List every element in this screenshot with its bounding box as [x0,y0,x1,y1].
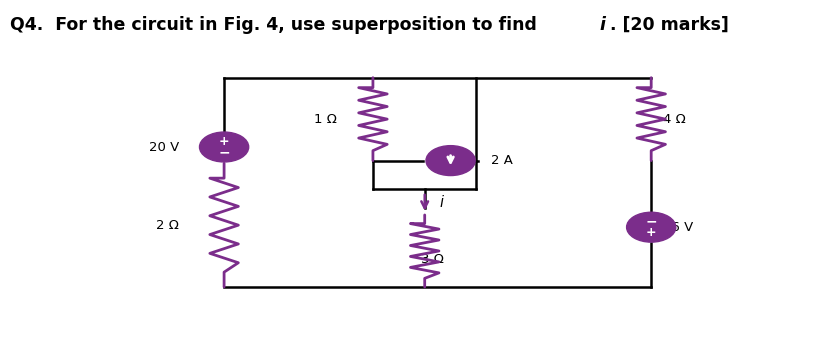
Text: −: − [218,146,230,160]
Text: −: − [645,215,657,228]
Text: 3 Ω: 3 Ω [422,253,444,265]
Ellipse shape [426,146,475,175]
Text: 2 Ω: 2 Ω [156,219,179,232]
Text: 4 Ω: 4 Ω [663,113,686,126]
Text: 20 V: 20 V [149,140,179,154]
Text: 1 Ω: 1 Ω [315,113,337,126]
Text: 16 V: 16 V [663,221,693,234]
Text: $i$: $i$ [439,194,445,210]
Text: Q4.  For the circuit in Fig. 4, use superposition to find: Q4. For the circuit in Fig. 4, use super… [10,16,543,34]
Ellipse shape [200,132,249,162]
Text: +: + [646,226,656,239]
Ellipse shape [626,212,676,242]
Text: +: + [219,135,230,148]
Text: i: i [600,16,605,34]
Text: 2 A: 2 A [491,154,514,167]
Text: . [20 marks]: . [20 marks] [610,16,728,34]
